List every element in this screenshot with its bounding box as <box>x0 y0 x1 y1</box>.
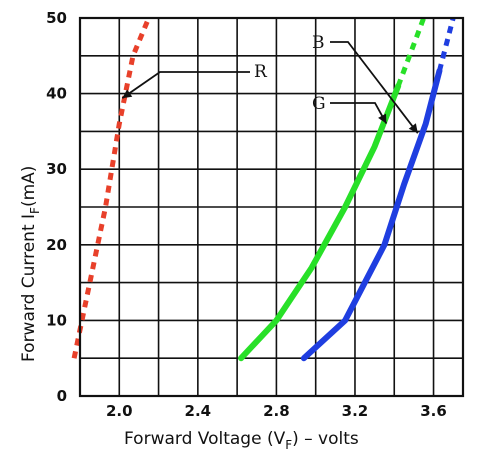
x-tick-label: 3.6 <box>420 402 447 420</box>
series-curves <box>71 17 456 362</box>
annotation-r-arrowhead <box>122 89 133 99</box>
annotations: R B G <box>121 33 419 134</box>
y-tick-label: 0 <box>57 387 67 405</box>
x-tick-label: 3.2 <box>342 402 369 420</box>
annotation-b-leader <box>330 41 419 134</box>
x-axis-title: Forward Voltage (VF) – volts <box>124 429 359 452</box>
y-tick-label: 20 <box>46 236 67 254</box>
y-tick-label: 10 <box>46 311 67 329</box>
x-tick-label: 2.4 <box>185 402 212 420</box>
series-b-solid-line <box>300 67 443 362</box>
x-tick-labels: 2.0 2.4 2.8 3.2 3.6 <box>106 402 447 420</box>
annotation-b-label: B <box>312 33 325 53</box>
plot-frame <box>78 16 465 398</box>
annotation-b-arrowhead <box>408 123 418 134</box>
y-tick-labels: 0 10 20 30 40 50 <box>46 9 67 405</box>
series-g-dashed-line <box>395 17 427 87</box>
series-b-dashed-line <box>437 17 456 72</box>
y-tick-label: 50 <box>46 9 67 27</box>
annotation-g-label: G <box>312 94 326 114</box>
annotation-g-leader <box>330 102 388 125</box>
grid-lines <box>80 18 463 396</box>
annotation-r-label: R <box>254 62 268 82</box>
series-g-solid-line <box>238 83 402 362</box>
x-tick-label: 2.0 <box>106 402 133 420</box>
y-tick-label: 30 <box>46 160 67 178</box>
annotation-g-arrowhead <box>378 113 387 124</box>
series-r-dashed-line <box>71 17 152 359</box>
x-tick-label: 2.8 <box>263 402 290 420</box>
y-axis-title: Forward Current IF(mA) <box>19 166 42 362</box>
annotation-r-leader <box>121 71 250 99</box>
y-tick-label: 40 <box>46 85 67 103</box>
